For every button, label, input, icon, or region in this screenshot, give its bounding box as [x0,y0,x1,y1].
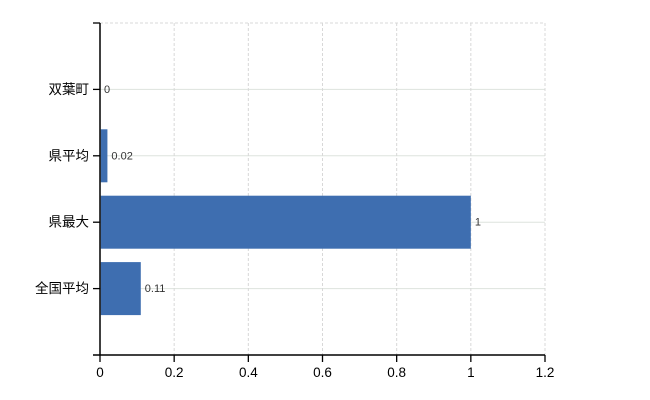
category-label: 県最大 [49,215,90,230]
x-tick-label: 0 [96,365,104,380]
bar [100,262,141,316]
bar [100,195,471,249]
x-tick-label: 1 [467,365,475,380]
x-tick-label: 0.2 [165,365,184,380]
value-label: 0.02 [111,150,132,162]
x-tick-label: 0.8 [387,365,406,380]
value-label: 0 [104,84,110,96]
value-label: 1 [475,217,481,229]
value-label: 0.11 [145,283,166,295]
x-tick-label: 1.2 [536,365,555,380]
category-label: 全国平均 [35,280,89,296]
bar [100,129,108,183]
category-label: 双葉町 [49,82,90,97]
x-tick-label: 0.6 [313,365,332,380]
category-label: 県平均 [49,148,90,163]
x-tick-label: 0.4 [239,365,258,380]
